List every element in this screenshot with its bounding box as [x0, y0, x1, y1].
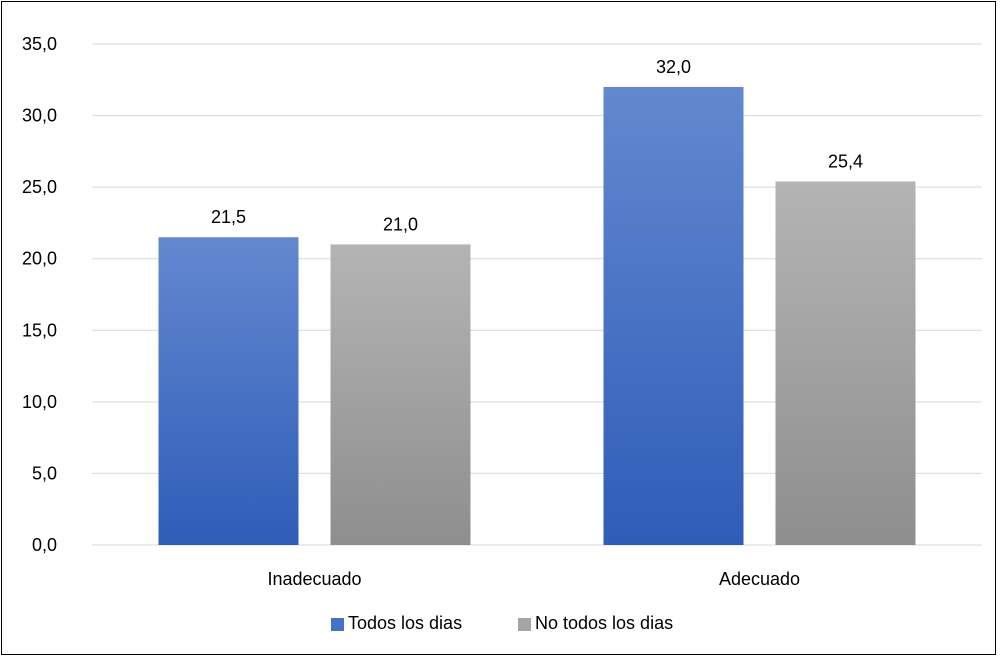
y-tick-label: 0,0	[32, 535, 57, 555]
bar-no-todos-los-dias-adecuado	[775, 181, 916, 545]
data-labels: 21,5 21,0 32,0 25,4	[211, 57, 863, 234]
y-tick-label: 10,0	[22, 392, 57, 412]
y-tick-label: 5,0	[32, 463, 57, 483]
legend-swatch	[331, 618, 344, 631]
y-tick-label: 30,0	[22, 106, 57, 126]
bar-todos-los-dias-adecuado	[603, 86, 744, 545]
legend-label: Todos los dias	[348, 613, 462, 633]
legend-label: No todos los dias	[535, 613, 673, 633]
x-tick-label: Inadecuado	[267, 569, 361, 589]
data-label: 32,0	[656, 57, 691, 77]
bars	[158, 86, 916, 545]
data-label: 25,4	[828, 151, 863, 171]
y-tick-label: 35,0	[22, 34, 57, 54]
y-tick-label: 20,0	[22, 249, 57, 269]
y-tick-label: 25,0	[22, 177, 57, 197]
legend-swatch	[518, 618, 531, 631]
x-tick-label: Adecuado	[719, 569, 800, 589]
x-axis-tick-labels: Inadecuado Adecuado	[267, 569, 800, 589]
legend: Todos los dias No todos los dias	[331, 613, 673, 633]
data-label: 21,0	[383, 214, 418, 234]
y-axis-tick-labels: 0,0 5,0 10,0 15,0 20,0 25,0 30,0 35,0	[22, 34, 57, 555]
bar-todos-los-dias-inadecuado	[158, 237, 299, 545]
data-label: 21,5	[211, 207, 246, 227]
bar-no-todos-los-dias-inadecuado	[330, 244, 471, 545]
y-tick-label: 15,0	[22, 320, 57, 340]
